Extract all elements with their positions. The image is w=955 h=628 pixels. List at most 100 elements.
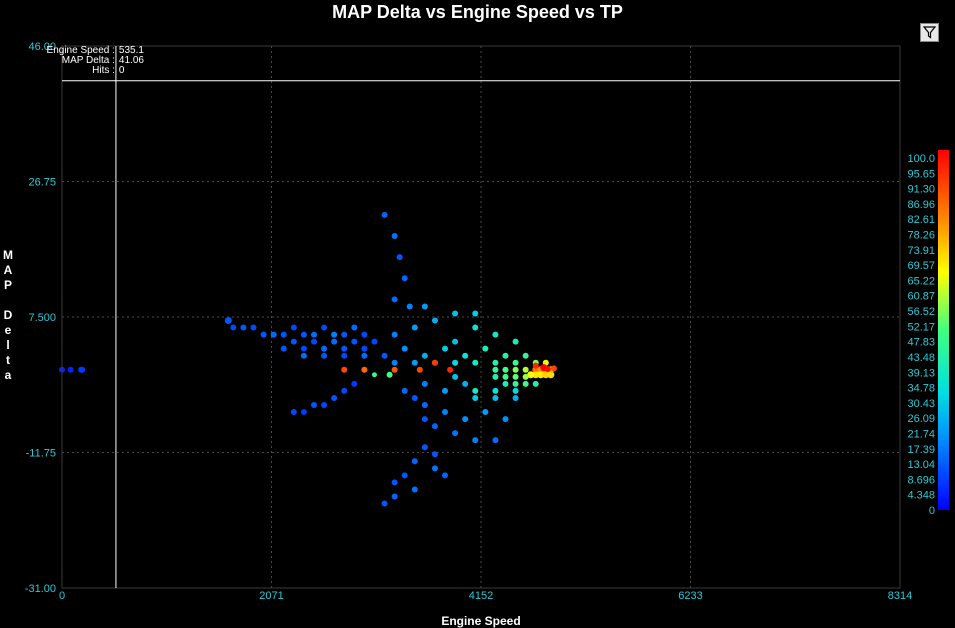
grid <box>62 46 900 588</box>
colorbar-tick-label: 56.52 <box>907 306 935 318</box>
data-point <box>421 303 428 310</box>
data-point <box>391 233 398 240</box>
chart-title: MAP Delta vs Engine Speed vs TP <box>332 2 623 22</box>
data-point <box>341 387 348 394</box>
tick-labels: 0 2071 4152 6233 8314 46.00 26.75 7.500 -11.75 -3… <box>25 41 912 602</box>
data-point <box>472 387 479 394</box>
data-point <box>442 345 449 352</box>
data-point <box>250 324 257 331</box>
colorbar-tick-label: 91.30 <box>907 184 935 196</box>
data-point <box>391 479 398 486</box>
data-point <box>527 371 535 379</box>
y-tick-label: 26.75 <box>28 177 56 189</box>
data-point <box>361 345 368 352</box>
data-point <box>522 366 529 373</box>
data-point <box>447 366 454 373</box>
colorbar-tick-label: 47.83 <box>907 337 935 349</box>
data-point <box>300 345 307 352</box>
cursor-readout-value: 0 <box>119 65 125 76</box>
data-point <box>502 416 509 423</box>
data-point <box>381 500 388 507</box>
data-point <box>452 359 459 366</box>
data-point <box>401 275 408 282</box>
data-point <box>472 310 479 317</box>
filter-button[interactable] <box>920 23 939 42</box>
colorbar-tick-label: 95.65 <box>907 168 935 180</box>
data-point <box>421 444 428 451</box>
x-tick-label: 2071 <box>259 590 283 602</box>
data-point <box>391 331 398 338</box>
cursor-readout-value: 41.06 <box>119 55 144 66</box>
data-point <box>331 338 338 345</box>
data-point <box>431 451 438 458</box>
data-point <box>300 352 307 359</box>
data-point <box>492 373 499 380</box>
data-point <box>502 352 509 359</box>
data-point <box>290 338 297 345</box>
data-point <box>391 296 398 303</box>
data-point <box>452 373 459 380</box>
data-point <box>462 352 469 359</box>
x-tick-label: 6233 <box>678 590 702 602</box>
data-point <box>547 371 555 379</box>
data-point <box>492 359 499 366</box>
data-point <box>310 338 317 345</box>
data-point <box>391 359 398 366</box>
data-point <box>544 366 551 373</box>
axes <box>61 45 901 589</box>
cursor-readout-label: Engine Speed : <box>47 45 115 56</box>
data-point <box>371 338 378 345</box>
data-point <box>492 394 499 401</box>
colorbar-tick-label: 60.87 <box>907 291 935 303</box>
data-point <box>522 380 529 387</box>
data-point <box>280 345 287 352</box>
data-point <box>321 352 328 359</box>
colorbar-tick-label: 21.74 <box>907 428 935 440</box>
data-point <box>431 423 438 430</box>
data-point <box>79 366 86 373</box>
data-point <box>442 472 449 479</box>
data-point <box>230 324 237 331</box>
cursor[interactable]: Engine Speed : 535.1 MAP Delta : 41.06 Hits … <box>47 45 900 588</box>
data-point <box>492 387 499 394</box>
data-point <box>462 416 469 423</box>
data-point <box>431 359 438 366</box>
colorbar-tick-label: 65.22 <box>907 275 935 287</box>
data-point <box>522 373 529 380</box>
colorbar-tick-label: 17.39 <box>907 444 935 456</box>
colorbar: 100.0 95.65 91.30 86.96 82.61 78.26 73.91 69.57… <box>907 150 949 517</box>
data-point <box>396 254 403 261</box>
data-point <box>492 366 499 373</box>
data-point <box>401 387 408 394</box>
data-point <box>532 362 539 369</box>
data-point <box>512 366 519 373</box>
data-point <box>411 359 418 366</box>
data-point <box>341 352 348 359</box>
x-tick-label: 8314 <box>888 590 912 602</box>
colorbar-tick-label: 69.57 <box>907 260 935 272</box>
data-point <box>522 352 529 359</box>
data-point <box>391 366 398 373</box>
data-point <box>550 365 557 372</box>
data-point <box>67 366 74 373</box>
data-point <box>421 416 428 423</box>
data-point <box>411 394 418 401</box>
colorbar-tick-label: 4.348 <box>907 490 935 502</box>
data-point <box>452 430 459 437</box>
y-tick-label: 46.00 <box>28 41 56 53</box>
data-point <box>442 409 449 416</box>
data-point <box>502 380 509 387</box>
x-tick-label: 4152 <box>469 590 493 602</box>
data-point <box>537 371 545 379</box>
data-point <box>351 324 358 331</box>
data-point <box>421 380 428 387</box>
data-point <box>361 352 368 359</box>
data-point <box>331 331 338 338</box>
colorbar-tick-label: 8.696 <box>907 474 935 486</box>
data-point <box>452 310 459 317</box>
data-point <box>386 371 393 378</box>
data-point <box>442 387 449 394</box>
x-tick-label: 0 <box>59 590 65 602</box>
colorbar-tick-label: 73.91 <box>907 245 935 257</box>
